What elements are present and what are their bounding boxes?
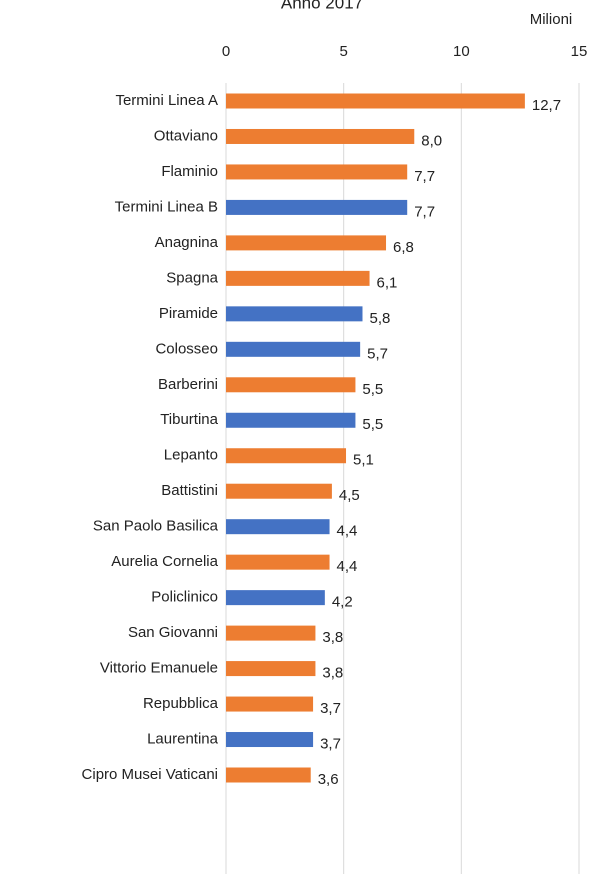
- value-label: 4,2: [332, 594, 353, 611]
- x-tick-label: 10: [453, 43, 470, 60]
- bar: [226, 696, 314, 712]
- value-label: 3,6: [318, 771, 339, 788]
- bar: [226, 483, 332, 499]
- value-label: 12,7: [532, 97, 561, 114]
- bar: [226, 341, 361, 357]
- bar: [226, 519, 330, 535]
- y-tick-label: Battistini: [161, 482, 218, 499]
- y-tick-label: Piramide: [159, 305, 218, 322]
- bar: [226, 377, 356, 393]
- value-label: 5,5: [362, 416, 383, 433]
- y-tick-label: Tiburtina: [160, 411, 218, 428]
- x-tick-label: 5: [339, 43, 347, 60]
- bar: [226, 164, 408, 180]
- bar: [226, 732, 314, 748]
- bar: [226, 270, 370, 286]
- bar: [226, 306, 363, 322]
- value-label: 5,7: [367, 345, 388, 362]
- value-label: 3,8: [322, 629, 343, 646]
- value-label: 4,5: [339, 487, 360, 504]
- value-label: 7,7: [414, 168, 435, 185]
- y-tick-label: Flaminio: [161, 163, 218, 180]
- bar: [226, 93, 525, 109]
- y-tick-label: Anagnina: [155, 234, 219, 251]
- y-tick-label: Lepanto: [164, 447, 218, 464]
- y-tick-label: Spagna: [166, 269, 218, 286]
- y-tick-label: San Paolo Basilica: [93, 518, 219, 535]
- value-label: 3,7: [320, 700, 341, 717]
- value-label: 5,5: [362, 381, 383, 398]
- value-label: 5,1: [353, 452, 374, 469]
- y-tick-label: Laurentina: [147, 730, 219, 747]
- bar: [226, 235, 387, 251]
- bar: [226, 625, 316, 641]
- bar: [226, 412, 356, 428]
- bar: [226, 767, 311, 783]
- x-tick-label: 15: [571, 43, 588, 60]
- y-tick-label: Colosseo: [155, 340, 218, 357]
- y-tick-label: Repubblica: [143, 695, 219, 712]
- y-tick-label: Policlinico: [151, 589, 218, 606]
- bar: [226, 448, 347, 464]
- bar: [226, 128, 415, 144]
- y-tick-label: Ottaviano: [154, 127, 218, 144]
- value-label: 4,4: [337, 523, 358, 540]
- bar: [226, 661, 316, 677]
- y-tick-label: San Giovanni: [128, 624, 218, 641]
- bar: [226, 199, 408, 215]
- value-label: 8,0: [421, 132, 442, 149]
- value-label: 3,8: [322, 665, 343, 682]
- x-axis-label: Milioni: [530, 11, 573, 28]
- chart-title: Anno 2017: [281, 0, 363, 12]
- value-label: 4,4: [337, 558, 358, 575]
- value-label: 3,7: [320, 735, 341, 752]
- value-label: 6,8: [393, 239, 414, 256]
- y-tick-label: Termini Linea B: [115, 198, 218, 215]
- y-tick-label: Termini Linea A: [115, 92, 218, 109]
- value-label: 7,7: [414, 203, 435, 220]
- y-tick-label: Barberini: [158, 376, 218, 393]
- value-label: 5,8: [369, 310, 390, 327]
- bar: [226, 554, 330, 570]
- y-tick-label: Cipro Musei Vaticani: [82, 766, 218, 783]
- bar: [226, 590, 325, 606]
- y-tick-label: Vittorio Emanuele: [100, 660, 218, 677]
- y-tick-label: Aurelia Cornelia: [111, 553, 218, 570]
- value-label: 6,1: [377, 274, 398, 291]
- x-tick-label: 0: [222, 43, 230, 60]
